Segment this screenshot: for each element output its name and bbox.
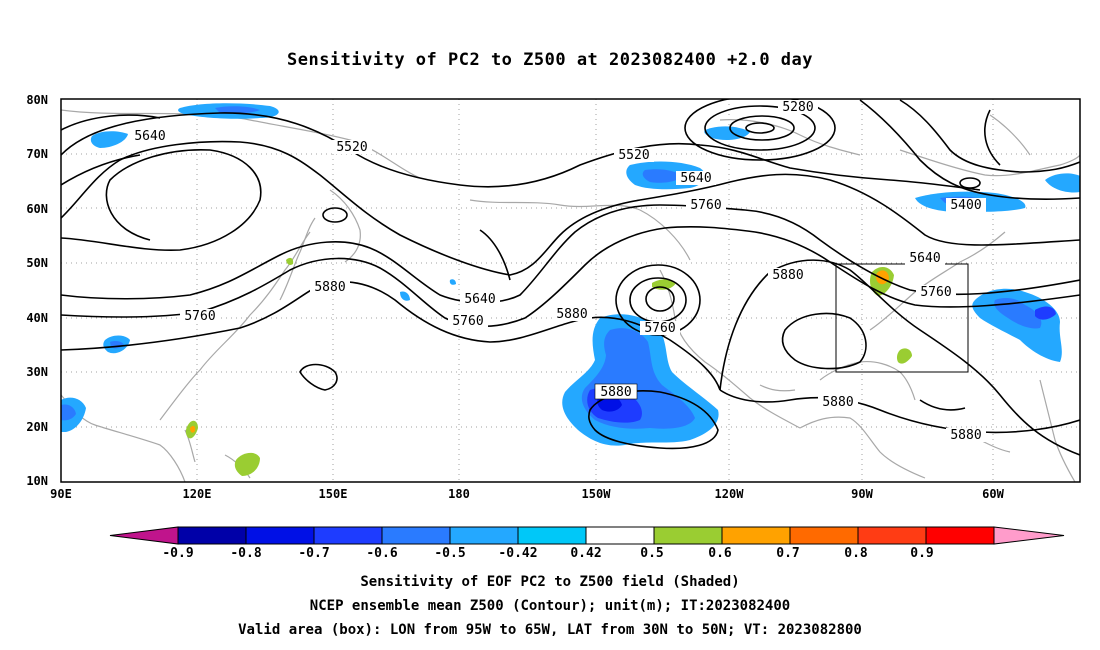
- colorbar-swatch: [381, 526, 451, 545]
- z500-contours: [61, 99, 1080, 456]
- contour-label: 5640: [460, 292, 500, 307]
- colorbar-swatch: [585, 526, 655, 545]
- colorbar-max-arrow: [993, 526, 1065, 545]
- contour-label: 5880: [768, 268, 808, 283]
- contour-label-text: 5760: [920, 285, 951, 300]
- contour-label-text: 5880: [772, 268, 803, 283]
- contour-label: 5520: [614, 148, 654, 163]
- contour-label-text: 5640: [134, 129, 165, 144]
- lon-label-90w: 90W: [851, 487, 873, 501]
- colorbar-label: -0.6: [366, 546, 398, 561]
- colorbar-label: 0.42: [570, 546, 602, 561]
- colorbar-swatch: [721, 526, 791, 545]
- contour-label-text: 5760: [452, 314, 483, 329]
- contour-label-text: 5280: [782, 100, 813, 115]
- contour-label-text: 5520: [336, 140, 367, 155]
- colorbar-label: -0.9: [162, 546, 194, 561]
- contour-label-text: 5640: [680, 171, 711, 186]
- contour-label-text: 5880: [950, 428, 981, 443]
- contour-label-text: 5640: [464, 292, 495, 307]
- colorbar-label: 0.8: [844, 546, 868, 561]
- colorbar-swatch: [925, 526, 995, 545]
- contour-label-text: 5880: [314, 280, 345, 295]
- contour-label-text: 5520: [618, 148, 649, 163]
- colorbar-swatch: [517, 526, 587, 545]
- colorbar-swatch: [789, 526, 859, 545]
- contour-label-text: 5880: [600, 385, 631, 400]
- lon-label-150e: 150E: [318, 487, 348, 501]
- contour-label: 5640: [905, 251, 945, 266]
- lon-label-90e: 90E: [50, 487, 72, 501]
- contour-label: 5760: [448, 314, 488, 329]
- contour-label: 5640: [130, 129, 170, 144]
- lat-label-80n: 80N: [26, 93, 48, 107]
- valid-area-box: [835, 263, 969, 373]
- colorbar-label: -0.7: [298, 546, 330, 561]
- colorbar-swatch: [245, 526, 315, 545]
- colorbar-label: 0.5: [640, 546, 664, 561]
- colorbar-swatch: [177, 526, 247, 545]
- lat-label-30n: 30N: [26, 365, 48, 379]
- contour-label: 5880: [594, 383, 638, 400]
- coastlines: [61, 109, 1080, 482]
- lon-label-150w: 150W: [581, 487, 611, 501]
- lat-label-20n: 20N: [26, 420, 48, 434]
- contour-label: 5400: [946, 198, 986, 213]
- lon-label-120w: 120W: [714, 487, 744, 501]
- contour-label: 5760: [686, 198, 726, 213]
- contour-label-text: 5880: [822, 395, 853, 410]
- colorbar-label: -0.5: [434, 546, 466, 561]
- colorbar-swatch: [653, 526, 723, 545]
- colorbar-swatch: [313, 526, 383, 545]
- lon-label-120e: 120E: [182, 487, 212, 501]
- map-title: Sensitivity of PC2 to Z500 at 2023082400…: [286, 50, 813, 70]
- contour-label: 5520: [332, 140, 372, 155]
- lat-label-70n: 70N: [26, 147, 48, 161]
- contour-label-text: 5760: [644, 321, 675, 336]
- lat-label-10n: 10N: [26, 474, 48, 488]
- contour-label: 5880: [946, 428, 986, 443]
- lat-label-60n: 60N: [26, 202, 48, 216]
- contour-label: 5760: [916, 285, 956, 300]
- contour-label-layer: 5280 5400 5520 5520 5640 5640 5640 5640 …: [130, 100, 986, 443]
- contour-label: 5280: [778, 100, 818, 115]
- colorbar-label: -0.42: [498, 546, 538, 561]
- sensitivity-shading: [61, 103, 1080, 476]
- colorbar-label: 0.6: [708, 546, 732, 561]
- contour-label-text: 5760: [184, 309, 215, 324]
- colorbar-min-arrow: [109, 526, 179, 545]
- caption-line-3: Valid area (box): LON from 95W to 65W, L…: [238, 622, 862, 638]
- contour-label: 5760: [180, 309, 220, 324]
- contour-label-text: 5640: [909, 251, 940, 266]
- contour-label: 5880: [552, 307, 592, 322]
- colorbar-swatch: [449, 526, 519, 545]
- contour-label: 5640: [676, 171, 716, 186]
- contour-label: 5760: [640, 321, 680, 336]
- contour-label-text: 5880: [556, 307, 587, 322]
- colorbar-label: 0.7: [776, 546, 800, 561]
- contour-label-text: 5400: [950, 198, 981, 213]
- contour-label: 5880: [310, 280, 350, 295]
- colorbar-label: -0.8: [230, 546, 262, 561]
- lat-label-50n: 50N: [26, 256, 48, 270]
- lat-label-40n: 40N: [26, 311, 48, 325]
- colorbar: [109, 526, 1065, 545]
- map-frame: [60, 98, 1081, 483]
- lon-label-180: 180: [448, 487, 470, 501]
- colorbar-label: 0.9: [910, 546, 934, 561]
- colorbar-swatch: [857, 526, 927, 545]
- contour-label-text: 5760: [690, 198, 721, 213]
- contour-label: 5880: [818, 395, 858, 410]
- caption-line-1: Sensitivity of EOF PC2 to Z500 field (Sh…: [360, 574, 740, 590]
- lon-label-60w: 60W: [982, 487, 1004, 501]
- caption-line-2: NCEP ensemble mean Z500 (Contour); unit(…: [309, 598, 791, 614]
